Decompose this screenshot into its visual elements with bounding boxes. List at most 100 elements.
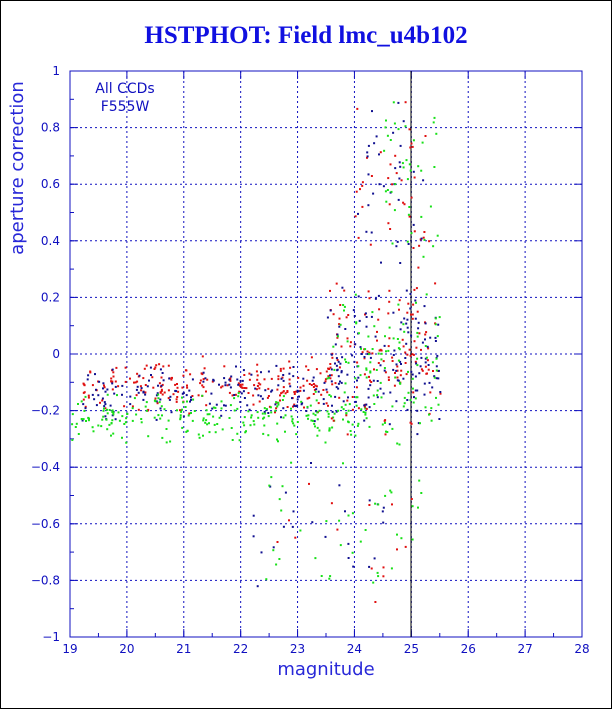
scatter-point-green (126, 412, 129, 415)
scatter-point-green (391, 242, 394, 245)
scatter-point-green (202, 419, 205, 422)
scatter-point-blue (162, 379, 165, 382)
scatter-point-green (417, 165, 420, 168)
scatter-point-green (407, 213, 410, 216)
scatter-point-blue (407, 331, 410, 334)
scatter-point-blue (311, 379, 314, 382)
scatter-point-red (135, 394, 138, 397)
scatter-point-blue (340, 370, 343, 373)
scatter-point-blue (191, 378, 194, 381)
scatter-point-blue (170, 411, 173, 414)
scatter-point-green (281, 485, 284, 488)
scatter-point-green (216, 423, 219, 425)
scatter-point-red (413, 288, 416, 291)
scatter-point-blue (296, 389, 299, 392)
scatter-point-red (434, 282, 437, 285)
scatter-point-green (202, 417, 205, 420)
scatter-point-red (424, 365, 427, 368)
scatter-point-blue (150, 374, 152, 376)
scatter-point-green (158, 401, 161, 404)
scatter-point-blue (254, 387, 257, 390)
scatter-point-blue (424, 322, 427, 325)
scatter-point-red (199, 382, 202, 385)
annotation-all-ccds: All CCDs (95, 81, 154, 97)
scatter-point-green (397, 303, 400, 306)
scatter-point-blue (233, 394, 236, 396)
scatter-point-red (199, 379, 202, 382)
scatter-point-green (407, 391, 410, 394)
scatter-point-red (229, 379, 232, 382)
scatter-point-blue (351, 354, 354, 357)
scatter-point-green (424, 345, 427, 347)
scatter-point-red (407, 302, 410, 305)
scatter-point-blue (374, 297, 377, 300)
scatter-point-blue (210, 392, 213, 395)
scatter-point-blue (399, 360, 402, 363)
scatter-point-green (198, 436, 201, 439)
scatter-point-green (180, 410, 183, 413)
scatter-point-red (139, 385, 142, 388)
scatter-point-red (426, 359, 429, 362)
scatter-point-red (363, 357, 366, 360)
scatter-point-green (242, 421, 245, 424)
scatter-point-green (403, 402, 406, 405)
scatter-point-green (387, 349, 390, 352)
scatter-point-blue (109, 404, 112, 407)
scatter-point-red (346, 433, 349, 436)
scatter-point-green (356, 424, 359, 427)
scatter-point-red (160, 376, 163, 379)
scatter-point-green (314, 557, 317, 560)
scatter-point-blue (252, 514, 255, 517)
scatter-point-blue (398, 177, 401, 180)
scatter-point-red (320, 393, 323, 396)
scatter-point-red (124, 380, 127, 383)
scatter-point-blue (168, 377, 171, 380)
scatter-point-red (418, 332, 421, 335)
scatter-point-red (293, 391, 296, 393)
y-tick-label: −0.6 (31, 517, 60, 531)
scatter-point-blue (242, 369, 245, 372)
scatter-point-blue (114, 385, 117, 388)
scatter-point-red (412, 247, 415, 249)
scatter-point-blue (369, 356, 372, 359)
scatter-point-blue (312, 376, 315, 379)
scatter-point-green (280, 509, 283, 512)
scatter-point-blue (365, 325, 368, 328)
scatter-point-green (332, 345, 335, 348)
scatter-point-red (387, 177, 390, 180)
scatter-point-green (433, 166, 436, 168)
scatter-point-red (279, 369, 282, 372)
scatter-point-red (267, 387, 270, 390)
scatter-point-green (314, 425, 316, 428)
scatter-point-blue (220, 414, 223, 417)
scatter-point-green (145, 401, 148, 404)
scatter-point-blue (91, 393, 94, 396)
scatter-point-red (277, 375, 280, 378)
scatter-point-green (376, 571, 379, 574)
y-tick-label: −0.4 (31, 460, 60, 474)
scatter-point-green (338, 519, 341, 522)
scatter-point-blue (429, 336, 432, 339)
scatter-point-green (339, 323, 342, 326)
scatter-point-red (410, 142, 413, 145)
scatter-point-red (286, 391, 289, 393)
scatter-point-green (315, 399, 318, 402)
scatter-point-blue (363, 404, 366, 407)
scatter-point-red (317, 402, 320, 405)
scatter-point-red (389, 163, 392, 166)
scatter-point-red (346, 337, 349, 340)
scatter-point-green (357, 422, 360, 425)
scatter-point-blue (383, 344, 386, 347)
scatter-point-green (88, 417, 90, 420)
scatter-point-green (290, 415, 293, 418)
scatter-point-blue (301, 402, 304, 405)
scatter-point-blue (365, 403, 368, 406)
scatter-point-blue (300, 403, 303, 406)
scatter-point-blue (324, 535, 327, 538)
scatter-point-blue (270, 390, 273, 393)
scatter-point-green (394, 183, 397, 186)
scatter-point-red (412, 391, 415, 394)
scatter-point-green (154, 400, 157, 403)
scatter-point-green (371, 311, 374, 314)
scatter-point-red (252, 394, 255, 397)
